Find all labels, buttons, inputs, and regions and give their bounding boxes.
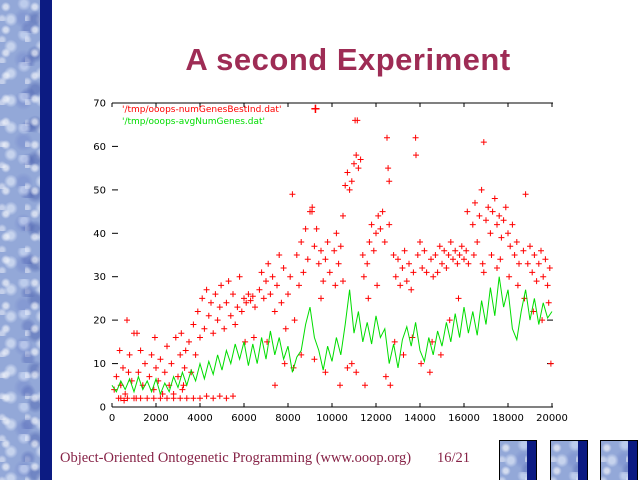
svg-text:4000: 4000 [187,413,212,424]
svg-text:20: 20 [93,316,106,327]
svg-text:14000: 14000 [404,413,436,424]
svg-text:12000: 12000 [360,413,392,424]
sidebar-navy-stripe [40,0,52,480]
square-navy-stripe [628,441,637,480]
svg-text:70: 70 [93,99,106,110]
page-title: A second Experiment [185,42,511,77]
svg-text:16000: 16000 [448,413,480,424]
decorative-square [600,440,638,480]
decorative-square [499,440,537,480]
svg-text:60: 60 [93,142,106,153]
square-navy-stripe [527,441,536,480]
svg-text:0: 0 [109,413,115,424]
svg-text:0: 0 [100,403,106,414]
svg-text:8000: 8000 [275,413,300,424]
legend-entry-best: '/tmp/ooops-numGenesBestInd.dat' [122,105,282,115]
svg-text:2000: 2000 [143,413,168,424]
legend-plus-marker-icon: + [310,102,321,117]
square-navy-stripe [578,441,587,480]
svg-text:18000: 18000 [492,413,524,424]
page-number: 16/21 [437,450,471,466]
decorative-square [550,440,588,480]
svg-text:10: 10 [93,359,106,370]
legend-entry-avg: '/tmp/ooops-avgNumGenes.dat' [122,117,266,127]
sidebar-texture [0,0,40,480]
svg-text:10000: 10000 [316,413,348,424]
svg-text:30: 30 [93,272,106,283]
svg-text:40: 40 [93,229,106,240]
footer-text: Object-Oriented Ontogenetic Programming … [60,450,412,466]
svg-text:6000: 6000 [231,413,256,424]
svg-text:20000: 20000 [536,413,568,424]
svg-text:50: 50 [93,185,106,196]
